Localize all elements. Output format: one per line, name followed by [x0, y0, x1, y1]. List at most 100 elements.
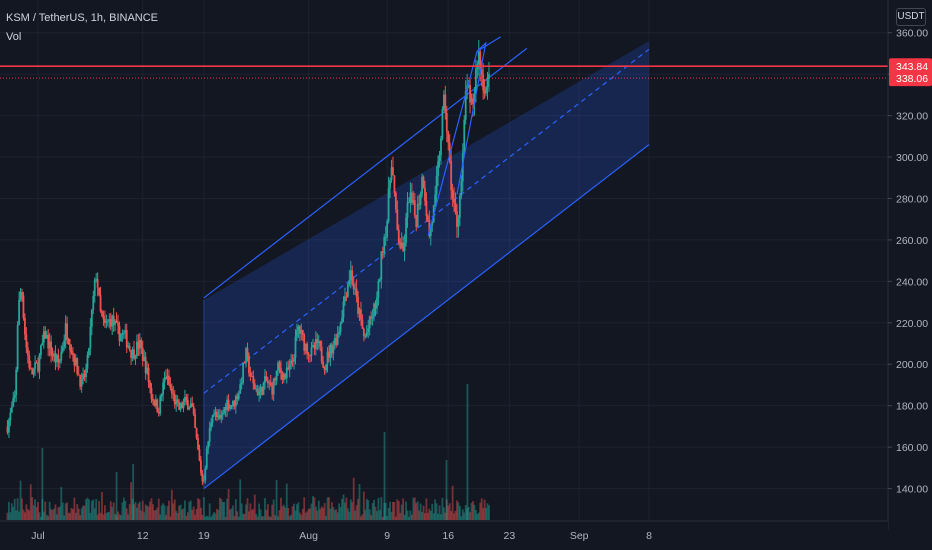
volume-bar	[170, 489, 173, 520]
zigzag-line[interactable]	[427, 41, 487, 236]
price-tick-label: 200.00	[896, 359, 928, 371]
candle-body	[8, 420, 10, 433]
candle-body	[392, 167, 394, 176]
symbol-title[interactable]: KSM / TetherUS, 1h, BINANCE	[6, 12, 159, 24]
price-axis[interactable]: 140.00 160.00 180.00 200.00 220.00 240.00 260.…	[887, 0, 932, 550]
volume-bar	[371, 503, 374, 520]
candle-body	[335, 337, 338, 345]
zigzag-extension[interactable]	[476, 36, 501, 52]
candle-body	[194, 414, 197, 429]
candle-body	[364, 335, 367, 337]
volume-bar	[44, 501, 47, 520]
candle-body	[403, 242, 406, 252]
candle-body	[181, 402, 183, 409]
volume-bar	[38, 512, 41, 520]
candle-body	[198, 449, 201, 461]
volume-bar	[157, 498, 160, 520]
volume-bar	[429, 510, 432, 520]
volume-bar	[265, 509, 268, 520]
volume-bar	[197, 498, 199, 520]
currency-button[interactable]: USDT	[896, 8, 926, 26]
candle-body	[418, 203, 421, 205]
candle-body	[28, 355, 31, 368]
candle-body	[400, 242, 403, 248]
candle-body	[29, 367, 32, 369]
candle-body	[349, 270, 352, 280]
candle-body	[163, 377, 166, 383]
channel-fill	[203, 41, 650, 489]
candle-body	[50, 341, 52, 356]
volume-bar	[104, 505, 106, 520]
channel-lower-line[interactable]	[203, 144, 650, 490]
volume-bar	[200, 507, 202, 520]
volume-bar	[479, 502, 482, 520]
candle-body	[54, 353, 57, 362]
candle-body	[373, 303, 375, 317]
candle-body	[397, 229, 400, 243]
candle-body	[249, 373, 252, 376]
volume-bar	[98, 501, 100, 520]
volume-bar	[42, 511, 45, 520]
candle-body	[294, 336, 297, 358]
volume-bar	[112, 502, 115, 520]
volume-bar	[483, 499, 486, 520]
volume-bar	[480, 498, 483, 520]
candle-body	[252, 376, 255, 384]
volume-bar	[307, 508, 310, 520]
volume-bar	[415, 503, 418, 520]
candle-body	[336, 333, 339, 345]
volume-bar	[282, 504, 285, 520]
volume-bar	[10, 503, 13, 520]
candle-body	[458, 195, 461, 218]
candle-body	[13, 395, 16, 398]
candle-body	[236, 395, 239, 400]
time-axis[interactable]: Jul 12 19 Aug 9 16 23 Sep 8	[0, 520, 888, 550]
channel-upper-line[interactable]	[203, 47, 528, 299]
candle-body	[253, 383, 256, 390]
candle-body	[112, 315, 115, 325]
volume-bar	[426, 512, 429, 520]
volume-bar	[394, 516, 397, 520]
volume-bar	[293, 503, 295, 520]
candle-body	[278, 362, 281, 369]
candle-body	[421, 176, 423, 195]
volume-bar	[456, 500, 458, 520]
candle-body	[326, 351, 329, 365]
candle-body	[122, 333, 125, 335]
volume-bar	[406, 510, 409, 520]
trend-drawing[interactable]	[427, 36, 501, 236]
volume-bar	[34, 499, 36, 520]
candle-body	[262, 383, 265, 395]
candle-body	[21, 292, 23, 296]
volume-bar	[442, 507, 445, 520]
price-tick-label: 280.00	[896, 193, 928, 205]
volume-spike	[445, 460, 448, 520]
candle-body	[89, 326, 92, 349]
volume-bar	[428, 508, 431, 520]
candle-body	[410, 192, 413, 203]
price-lines	[0, 65, 888, 79]
volume-bar	[278, 509, 281, 520]
candle-body	[361, 319, 364, 329]
candle-body	[451, 190, 454, 199]
volume-bar	[464, 505, 467, 520]
volume-bar	[102, 514, 105, 520]
volume-bar	[352, 477, 355, 520]
candle-body	[220, 414, 223, 419]
candle-body	[245, 348, 247, 364]
volume-bar	[173, 499, 176, 520]
volume-bar	[45, 514, 48, 520]
candle-body	[357, 296, 359, 315]
candle-body	[44, 331, 47, 339]
volume-bar	[168, 500, 170, 520]
candle-body	[339, 322, 342, 332]
volume-bar	[434, 499, 437, 520]
candle-body	[243, 362, 246, 364]
time-tick-label: 9	[384, 530, 390, 542]
candle-body	[121, 333, 124, 336]
volume-bar	[303, 497, 306, 520]
candle-body	[477, 51, 480, 65]
volume-indicator-label[interactable]: Vol	[6, 31, 22, 43]
candle-body	[150, 387, 153, 399]
